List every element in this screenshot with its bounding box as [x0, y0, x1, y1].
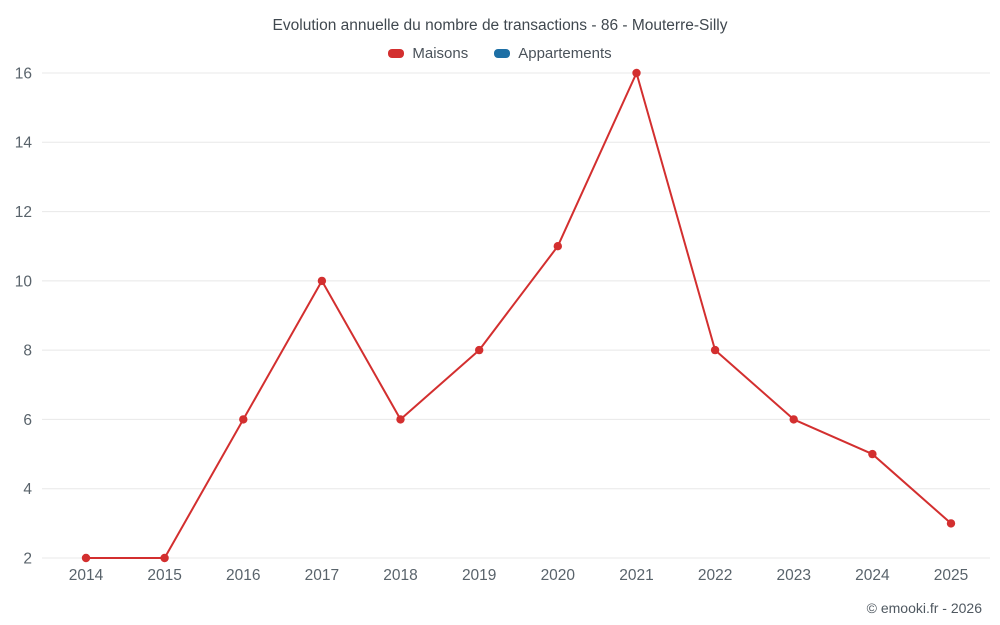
legend-label-maisons: Maisons: [412, 45, 469, 62]
x-axis-tick-label: 2021: [619, 567, 653, 584]
x-axis-tick-label: 2017: [305, 567, 339, 584]
data-point-marker[interactable]: [317, 276, 327, 286]
series-line-maisons: [85, 72, 952, 559]
legend: Maisons Appartements: [0, 45, 1000, 62]
maisons-series-swatch-icon: [388, 49, 405, 58]
legend-item-maisons[interactable]: Maisons: [388, 45, 468, 62]
legend-label-appartements: Appartements: [518, 45, 612, 62]
data-point-marker[interactable]: [81, 553, 91, 563]
data-point-marker[interactable]: [946, 519, 956, 528]
x-axis-tick-label: 2025: [934, 567, 968, 584]
y-axis-tick-label: 8: [23, 343, 32, 360]
legend-item-appartements[interactable]: Appartements: [494, 45, 612, 62]
data-point-marker[interactable]: [475, 345, 484, 355]
data-point-marker[interactable]: [160, 553, 169, 563]
chart-title: Evolution annuelle du nombre de transact…: [272, 17, 728, 34]
data-point-marker[interactable]: [868, 449, 877, 459]
y-axis-tick-label: 16: [15, 65, 32, 82]
copyright: © emooki.fr - 2026: [866, 600, 982, 616]
y-axis-tick-label: 6: [23, 412, 32, 429]
x-axis-tick-label: 2014: [69, 567, 104, 584]
x-axis-tick-label: 2020: [541, 567, 576, 584]
y-axis-tick-label: 14: [15, 135, 33, 152]
y-axis-tick-label: 4: [23, 481, 32, 498]
x-axis-tick-label: 2018: [383, 567, 417, 584]
x-axis-tick-label: 2024: [855, 567, 890, 584]
data-point-marker[interactable]: [710, 345, 720, 355]
data-point-marker[interactable]: [632, 68, 641, 78]
data-point-marker[interactable]: [553, 242, 562, 251]
x-axis-tick-label: 2019: [462, 567, 496, 584]
data-point-marker[interactable]: [396, 415, 405, 424]
y-axis-tick-label: 12: [15, 204, 32, 221]
data-point-marker[interactable]: [789, 415, 798, 424]
y-axis-tick-label: 10: [15, 273, 33, 290]
x-axis-tick-label: 2023: [776, 567, 810, 584]
y-axis-tick-label: 2: [23, 550, 32, 567]
x-axis-tick-label: 2022: [698, 567, 732, 584]
data-point-marker[interactable]: [239, 415, 248, 424]
appartements-series-swatch-icon: [494, 49, 511, 58]
x-axis-tick-label: 2016: [226, 567, 260, 584]
x-axis-tick-label: 2015: [147, 567, 181, 584]
